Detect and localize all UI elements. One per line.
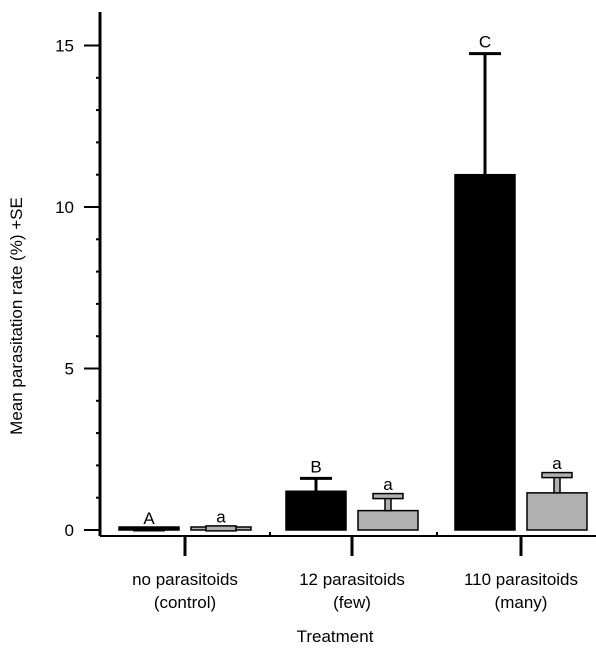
x-tick-label-sub: (control) <box>154 593 216 612</box>
significance-letter: B <box>310 457 321 476</box>
x-tick-label-sub: (few) <box>333 593 371 612</box>
bar <box>357 509 419 531</box>
x-tick-label-sub: (many) <box>495 593 548 612</box>
y-tick-label: 15 <box>55 37 74 56</box>
y-tick-label: 10 <box>55 198 74 217</box>
bar <box>526 492 588 531</box>
significance-letter: a <box>383 475 393 494</box>
significance-letter: a <box>216 507 226 526</box>
x-tick-label: 110 parasitoids <box>464 570 578 589</box>
error-bar-cap <box>205 525 237 532</box>
bar <box>454 173 516 531</box>
y-axis-title: Mean parasitation rate (%) +SE <box>7 197 26 435</box>
y-tick-label: 0 <box>65 521 74 540</box>
significance-letter: C <box>479 33 491 52</box>
significance-letter: a <box>552 454 562 473</box>
bar <box>285 490 347 531</box>
error-bar-cap <box>541 471 573 479</box>
bars: A B Ca a a <box>118 33 588 532</box>
x-tick-label: no parasitoids <box>132 570 238 589</box>
y-tick-label: 5 <box>65 360 74 379</box>
error-bar-cap <box>372 492 404 500</box>
significance-letter: A <box>143 509 155 528</box>
axes: 0 5 10 15 no parasitoids (control) 12 parasito… <box>55 12 596 612</box>
x-tick-label: 12 parasitoids <box>299 570 405 589</box>
x-axis-title: Treatment <box>297 627 374 646</box>
